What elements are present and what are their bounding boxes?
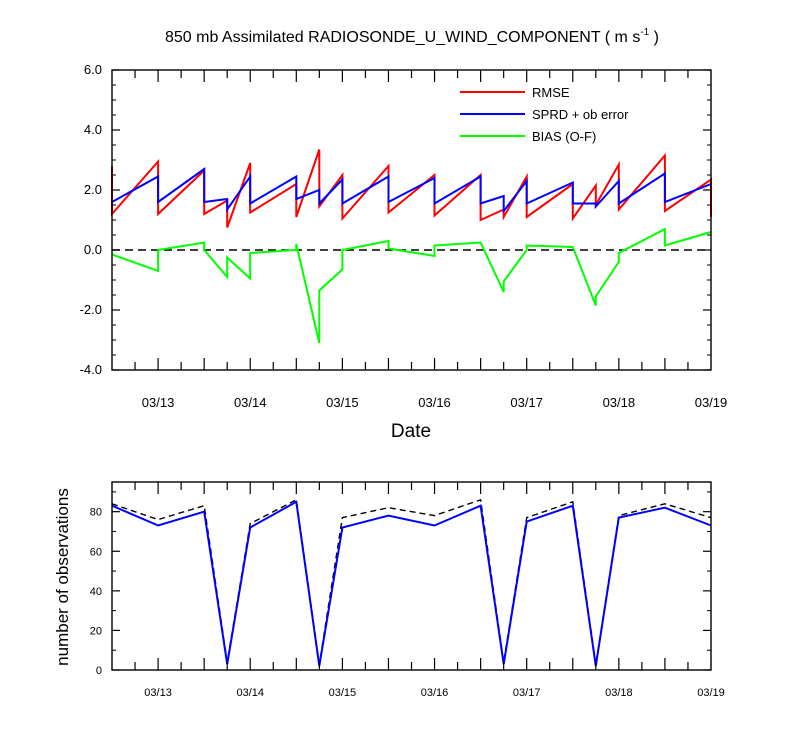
series-line-total-observations (111, 498, 712, 665)
x-axis-title: Date (391, 421, 431, 442)
series-line-bias-o-f (111, 227, 712, 344)
top-plot-area: 6.0 4.0 2.0 0.0 -2.0 -4.0 03/13 03/14 03/15 03/16… (80, 62, 728, 410)
series-line-sprd-ob-error (111, 167, 712, 214)
legend-label: SPRD + ob error (532, 107, 629, 122)
y-tick-label: 4.0 (84, 122, 102, 137)
y-tick-label: 40 (90, 586, 102, 598)
x-tick-label: 03/16 (421, 687, 449, 699)
x-tick-label: 03/14 (234, 395, 267, 410)
y-tick-label: -2.0 (80, 302, 102, 317)
x-tick-label: 03/19 (695, 395, 728, 410)
y-tick-label: 20 (90, 625, 102, 637)
y-tick-label: 2.0 (84, 182, 102, 197)
x-tick-label: 03/17 (510, 395, 543, 410)
x-tick-label: 03/17 (513, 687, 541, 699)
bottom-plot-area: 0 20 40 60 80 03/13 03/14 03/15 03/16 03/17 03/18 0… (90, 481, 725, 699)
series-line-assimilated-observations (111, 500, 712, 667)
y-tick-label: 0.0 (84, 242, 102, 257)
x-tick-label: 03/13 (144, 687, 172, 699)
y-tick-label: 60 (90, 546, 102, 558)
chart-title: 850 mb Assimilated RADIOSONDE_U_WIND_COM… (165, 27, 659, 46)
x-tick-label: 03/18 (603, 395, 636, 410)
x-tick-label: 03/15 (326, 395, 359, 410)
x-tick-label: 03/15 (329, 687, 357, 699)
y-tick-label: -4.0 (80, 362, 102, 377)
x-tick-label: 03/16 (418, 395, 451, 410)
y-axis-title: number of observations (53, 488, 72, 666)
plot-frame (111, 481, 712, 671)
series-line-rmse (111, 149, 712, 228)
legend-label: RMSE (532, 85, 570, 100)
x-tick-label: 03/14 (236, 687, 264, 699)
y-tick-label: 0 (96, 665, 102, 677)
x-tick-label: 03/13 (142, 395, 175, 410)
y-tick-label: 80 (90, 507, 102, 519)
x-tick-label: 03/18 (605, 687, 633, 699)
y-tick-label: 6.0 (84, 62, 102, 77)
x-tick-label: 03/19 (697, 687, 725, 699)
legend-label: BIAS (O-F) (532, 129, 596, 144)
